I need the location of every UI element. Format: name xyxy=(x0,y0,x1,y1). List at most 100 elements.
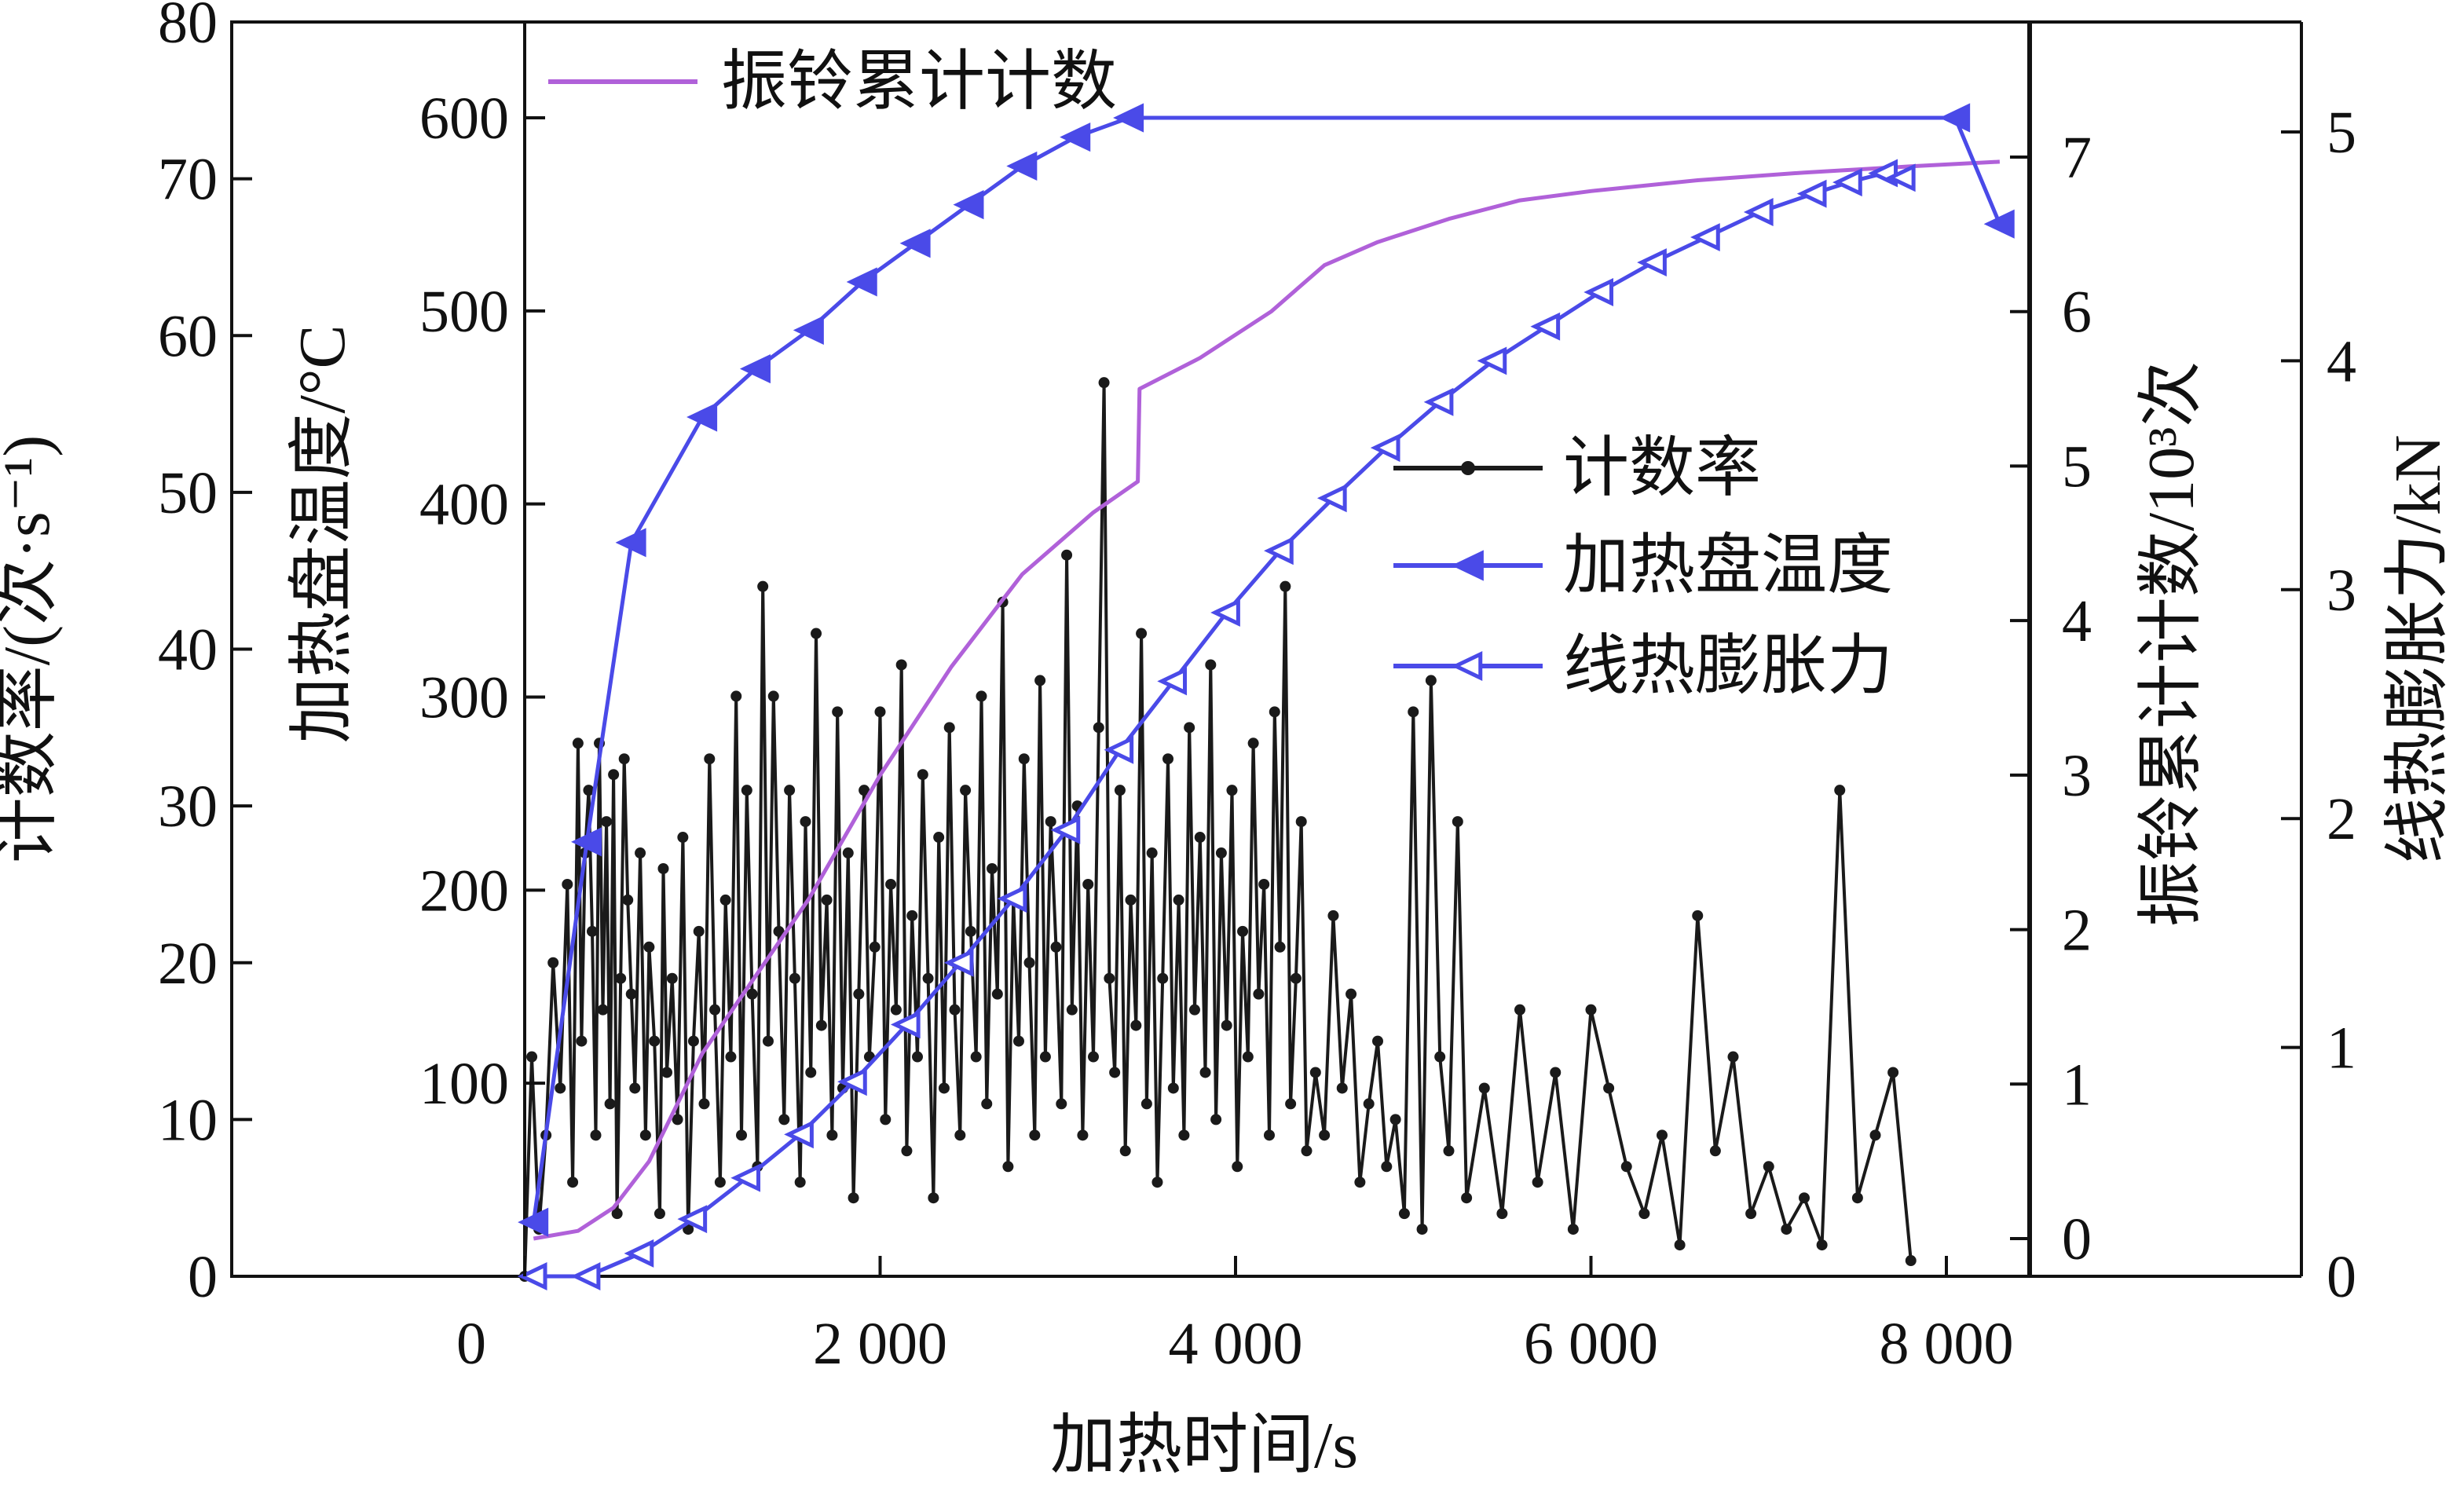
series-2 xyxy=(517,159,1916,1290)
series-point-3 xyxy=(1253,988,1265,1000)
series-point-3 xyxy=(1620,1161,1632,1173)
series-point-3 xyxy=(773,925,785,937)
series-point-3 xyxy=(555,1082,566,1094)
force-tick-label: 3 xyxy=(2327,558,2356,624)
series-layer xyxy=(517,103,2015,1290)
temperature-tick-label: 400 xyxy=(419,472,509,538)
legend-entry-2: 线热膨胀力 xyxy=(1393,630,1893,703)
series-point-3 xyxy=(1157,972,1169,984)
series-point-2 xyxy=(677,1205,708,1234)
count-rate-tick-label: 20 xyxy=(158,931,218,997)
series-point-3 xyxy=(635,847,646,859)
series-point-3 xyxy=(1023,957,1035,968)
series-point-3 xyxy=(1194,832,1206,844)
series-point-3 xyxy=(576,1035,588,1047)
series-point-3 xyxy=(832,706,844,718)
series-point-3 xyxy=(1151,1177,1163,1188)
series-point-3 xyxy=(800,816,811,828)
legend-label: 计数率 xyxy=(1563,432,1761,505)
series-point-3 xyxy=(615,972,627,984)
legend-swatch-marker xyxy=(1451,550,1484,581)
series-point-3 xyxy=(1173,894,1184,906)
series-point-3 xyxy=(762,1035,774,1047)
temperature-axis-title: 加热盘温度/°C xyxy=(286,325,359,744)
legend-entry-1: 加热盘温度 xyxy=(1393,529,1893,602)
series-point-3 xyxy=(1061,549,1073,561)
series-point-3 xyxy=(736,1129,748,1141)
temperature-tick-label: 200 xyxy=(419,858,509,924)
series-point-2 xyxy=(784,1120,814,1149)
series-point-3 xyxy=(928,1192,939,1204)
series-point-3 xyxy=(583,785,595,796)
series-point-3 xyxy=(1461,1192,1473,1204)
series-point-3 xyxy=(859,785,870,796)
series-point-3 xyxy=(890,1004,902,1016)
series-point-1 xyxy=(739,353,771,384)
series-point-3 xyxy=(1162,753,1174,765)
count-rate-tick-label: 50 xyxy=(158,460,218,526)
series-point-3 xyxy=(917,769,928,781)
series-point-3 xyxy=(1567,1224,1579,1235)
series-point-3 xyxy=(1098,377,1110,389)
series-point-3 xyxy=(1119,1145,1131,1157)
series-point-3 xyxy=(639,1129,651,1141)
series-point-3 xyxy=(960,785,972,796)
force-tick-label: 0 xyxy=(2327,1244,2356,1310)
series-point-3 xyxy=(1408,706,1419,718)
legend-label: 线热膨胀力 xyxy=(1563,630,1893,703)
force-tick-label: 2 xyxy=(2327,786,2356,852)
series-point-2 xyxy=(1316,484,1347,513)
series-point-3 xyxy=(874,706,886,718)
series-point-3 xyxy=(1130,1019,1142,1031)
series-point-2 xyxy=(1832,168,1862,197)
series-point-3 xyxy=(1389,1114,1401,1125)
series-point-2 xyxy=(1423,387,1454,416)
series-point-3 xyxy=(1029,1129,1041,1141)
x-tick-label: 6 000 xyxy=(1524,1311,1658,1377)
count-rate-tick-label: 10 xyxy=(158,1087,218,1153)
series-point-1 xyxy=(1006,151,1038,181)
series-point-3 xyxy=(1045,816,1056,828)
series-point-3 xyxy=(885,878,897,890)
series-point-3 xyxy=(1781,1224,1792,1235)
series-point-3 xyxy=(1319,1129,1331,1141)
series-point-3 xyxy=(730,690,742,702)
series-point-3 xyxy=(789,972,800,984)
ringdown-axis-title: 振铃累计计数/10³次 xyxy=(2135,361,2208,928)
series-point-1 xyxy=(953,190,984,220)
force-tick-label: 4 xyxy=(2327,328,2356,394)
series-point-3 xyxy=(1381,1161,1393,1173)
series-point-3 xyxy=(1816,1239,1828,1251)
series-point-3 xyxy=(954,1129,966,1141)
count-rate-tick-label: 40 xyxy=(158,617,218,683)
series-point-3 xyxy=(586,925,598,937)
series-point-3 xyxy=(649,1035,661,1047)
series-point-3 xyxy=(643,941,655,953)
ringdown-tick-label: 6 xyxy=(2062,280,2092,346)
series-point-3 xyxy=(597,1004,609,1016)
temperature-tick-label: 600 xyxy=(419,86,509,152)
ringdown-tick-label: 0 xyxy=(2062,1206,2092,1272)
series-point-2 xyxy=(1743,198,1774,226)
count-rate-tick-label: 80 xyxy=(158,0,218,56)
series-point-3 xyxy=(895,659,907,671)
series-point-3 xyxy=(1034,675,1046,686)
series-point-3 xyxy=(1258,878,1270,890)
ringdown-tick-label: 3 xyxy=(2062,743,2092,809)
series-point-2 xyxy=(943,948,974,977)
series-point-3 xyxy=(657,862,669,874)
series-point-3 xyxy=(1301,1145,1313,1157)
series-point-3 xyxy=(1263,1129,1275,1141)
ringdown-tick-label: 7 xyxy=(2062,125,2092,191)
series-point-3 xyxy=(821,894,833,906)
series-point-3 xyxy=(1425,675,1437,686)
series-point-2 xyxy=(570,1262,601,1290)
series-point-3 xyxy=(1309,1067,1321,1078)
series-point-3 xyxy=(601,816,613,828)
series-point-2 xyxy=(1050,815,1081,844)
series-point-3 xyxy=(943,722,955,734)
series-point-1 xyxy=(571,827,602,857)
series-point-3 xyxy=(880,1114,892,1125)
x-tick-label: 4 000 xyxy=(1169,1311,1303,1377)
